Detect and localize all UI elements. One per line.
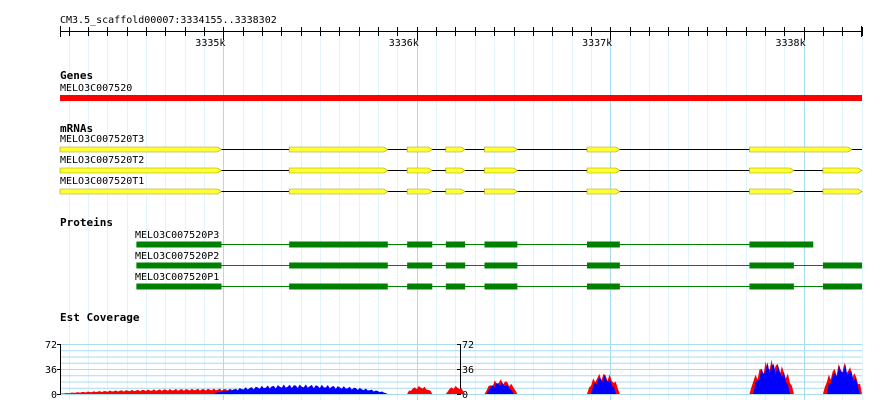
mrna-exon [59, 188, 223, 195]
protein-block [289, 262, 388, 269]
protein-block [289, 241, 388, 248]
est-coverage-area [590, 374, 617, 394]
ruler-tick-label: 3337k [582, 38, 612, 49]
mrna-exon [484, 167, 518, 174]
protein-block [407, 241, 433, 248]
ruler-tick-label: 3336k [389, 38, 419, 49]
mrna-exon [406, 146, 433, 153]
mrna-exon [822, 167, 863, 174]
mrna-exon [59, 146, 223, 153]
mrna-exon [586, 188, 621, 195]
protein-block [136, 241, 222, 248]
protein-block [445, 283, 466, 290]
mrna-exon [445, 167, 466, 174]
protein-block [586, 262, 620, 269]
mrna-exon [586, 146, 621, 153]
region-label: CM3.5_scaffold00007:3334155..3338302 [60, 15, 277, 26]
proteins-track-title: Proteins [60, 216, 113, 229]
est-coverage-area [213, 384, 388, 394]
mrna-exon [288, 146, 389, 153]
protein-block [749, 262, 794, 269]
protein-label-p3[interactable]: MELO3C007520P3 [135, 230, 220, 241]
mrna-exon [406, 167, 433, 174]
est-axis-label: 72 [45, 340, 57, 351]
mrna-exon [484, 146, 518, 153]
mrna-label-t1[interactable]: MELO3C007520T1 [60, 176, 145, 187]
protein-label-p1[interactable]: MELO3C007520P1 [135, 272, 220, 283]
mrna-exon [749, 146, 853, 153]
protein-block [445, 241, 466, 248]
mrna-exon [445, 146, 466, 153]
protein-label-p2[interactable]: MELO3C007520P2 [135, 251, 220, 262]
protein-block [749, 241, 814, 248]
est-axis-label: 36 [462, 365, 474, 376]
mrna-exon [445, 188, 466, 195]
est-coverage-area [753, 362, 791, 394]
est-axis-label: 72 [462, 340, 474, 351]
mrna-exon [749, 188, 795, 195]
protein-block [407, 262, 433, 269]
est-coverage-area [826, 364, 860, 394]
mrnas-track-title: mRNAs [60, 122, 94, 135]
protein-block [407, 283, 433, 290]
protein-block [289, 283, 388, 290]
est-coverage-area [407, 386, 433, 394]
gene-bar [60, 95, 862, 101]
gene-label[interactable]: MELO3C007520 [60, 83, 133, 94]
protein-block [586, 241, 620, 248]
protein-block [484, 262, 518, 269]
mrna-exon [822, 188, 863, 195]
est-axis-label: 36 [45, 365, 57, 376]
mrna-exon [484, 188, 518, 195]
genes-track-title: Genes [60, 69, 94, 82]
est-axis-label: 0 [51, 390, 57, 400]
protein-block [586, 283, 620, 290]
protein-block [136, 283, 222, 290]
mrna-exon [59, 167, 223, 174]
mrna-label-t3[interactable]: MELO3C007520T3 [60, 134, 145, 145]
mrna-exon [749, 167, 795, 174]
protein-block [484, 283, 518, 290]
mrna-exon [288, 188, 389, 195]
protein-block [822, 262, 862, 269]
est-axis-label: 0 [462, 390, 468, 400]
mrna-exon [586, 167, 621, 174]
protein-block [749, 283, 794, 290]
est-coverage-area [445, 385, 466, 394]
mrna-exon [406, 188, 433, 195]
est-track-title: Est Coverage [60, 311, 140, 324]
mrna-label-t2[interactable]: MELO3C007520T2 [60, 155, 145, 166]
protein-block [822, 283, 862, 290]
protein-block [136, 262, 222, 269]
mrna-exon [288, 167, 389, 174]
est-coverage-area [486, 381, 514, 394]
protein-block [445, 262, 466, 269]
ruler-tick-label: 3338k [775, 38, 805, 49]
ruler-tick-label: 3335k [195, 38, 225, 49]
protein-block [484, 241, 518, 248]
